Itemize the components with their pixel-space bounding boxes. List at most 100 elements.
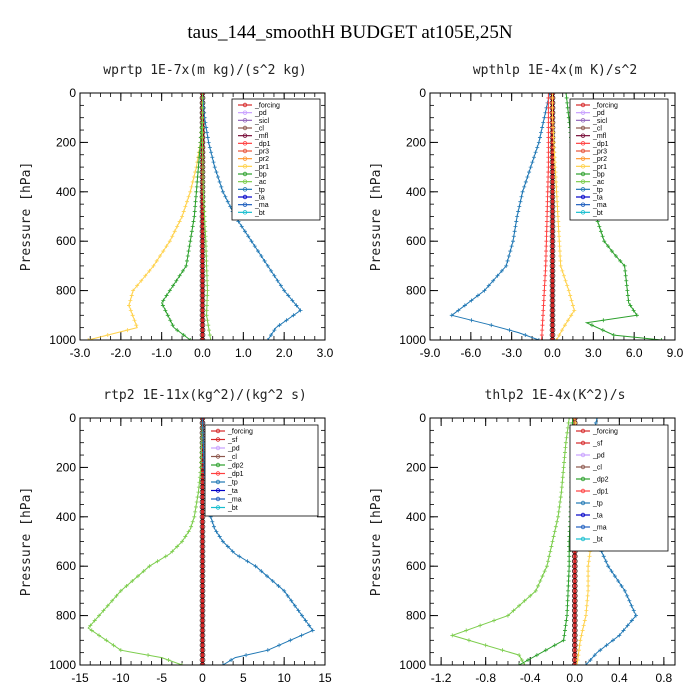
series-marker	[196, 160, 201, 165]
series-marker	[546, 155, 551, 160]
series-marker	[546, 559, 551, 564]
series-marker	[554, 189, 559, 194]
series-marker	[567, 418, 572, 420]
series-marker	[536, 338, 541, 340]
series-marker	[204, 249, 209, 254]
series-marker	[572, 418, 577, 420]
series-marker	[207, 333, 212, 338]
x-tick-label: 0.0	[194, 346, 211, 360]
series-marker	[216, 174, 221, 179]
series-marker	[606, 564, 611, 569]
series-marker	[201, 184, 206, 189]
series-marker	[259, 569, 264, 574]
x-tick-label: 0	[199, 671, 206, 685]
series-marker	[212, 165, 217, 170]
series-marker	[586, 569, 591, 574]
series-marker	[546, 93, 551, 95]
series-marker	[181, 333, 186, 338]
x-tick-label: -0.8	[475, 671, 496, 685]
series-marker	[201, 194, 206, 199]
series-marker	[558, 495, 563, 500]
series-marker	[205, 288, 210, 293]
legend-label: _sf	[227, 437, 237, 444]
x-tick-label: -2.0	[110, 346, 131, 360]
series-marker	[544, 249, 549, 254]
series-marker	[595, 418, 600, 420]
series-marker	[196, 170, 201, 175]
series-marker	[189, 184, 194, 189]
series-marker	[220, 189, 225, 194]
series-marker	[522, 598, 527, 603]
series-marker	[253, 564, 258, 569]
series-marker	[206, 140, 211, 145]
series-marker	[197, 155, 202, 160]
series-marker	[209, 150, 214, 155]
series-marker	[520, 189, 525, 194]
series-marker	[559, 485, 564, 490]
series-marker	[609, 569, 614, 574]
series-marker	[282, 588, 287, 593]
series-marker	[621, 628, 626, 633]
series-marker	[552, 145, 557, 150]
series-marker	[546, 170, 551, 175]
series-marker	[534, 653, 539, 658]
legend-marker	[242, 187, 248, 192]
series-marker	[242, 229, 247, 234]
series-marker	[525, 174, 530, 179]
series-marker	[560, 328, 565, 333]
legend-label: _sf	[592, 441, 602, 448]
legend-marker	[580, 464, 586, 470]
legend: _forcing_pd_sicl_cl_mfl_dp1_pr3_pr2_pr1_…	[569, 98, 669, 221]
series-marker	[616, 579, 621, 584]
series-marker	[466, 638, 471, 643]
series-marker	[194, 184, 199, 189]
legend-marker	[242, 110, 248, 115]
series-marker	[539, 333, 544, 338]
legend-label: _pd	[592, 453, 605, 460]
legend-label: _dp2	[227, 463, 244, 470]
series-marker	[544, 564, 549, 569]
series-marker	[200, 170, 205, 175]
legend-label: _tp	[227, 480, 238, 487]
series-marker	[202, 209, 207, 214]
series-marker	[188, 338, 193, 340]
series-marker	[549, 544, 554, 549]
series-marker	[531, 155, 536, 160]
legend-marker	[215, 428, 221, 434]
legend-label: _forcing	[254, 103, 280, 110]
series-marker	[204, 313, 209, 318]
series-marker	[188, 189, 193, 194]
series-marker	[561, 273, 566, 278]
series-marker	[542, 115, 547, 120]
x-tick-label: 0.8	[656, 671, 673, 685]
series-marker	[564, 618, 569, 623]
series-marker	[537, 135, 542, 140]
series-marker	[203, 244, 208, 249]
series-marker	[217, 534, 222, 539]
series-marker	[203, 229, 208, 234]
series-marker	[556, 229, 561, 234]
legend-marker	[580, 179, 586, 184]
series-marker	[580, 628, 585, 633]
series-marker	[519, 194, 524, 199]
series-marker	[598, 648, 603, 653]
series-marker	[200, 135, 205, 140]
series-marker	[604, 643, 609, 648]
series-marker	[597, 224, 602, 229]
series-marker	[202, 214, 207, 219]
legend-marker	[580, 440, 586, 446]
series-marker	[495, 273, 500, 278]
legend-marker	[242, 202, 248, 207]
series-marker	[180, 214, 185, 219]
series-marker	[256, 249, 261, 254]
legend-marker	[242, 102, 248, 108]
series-marker	[543, 263, 548, 268]
y-tick-label: 200	[406, 135, 426, 149]
series-marker	[631, 608, 636, 613]
series-marker	[601, 318, 606, 323]
series-marker	[535, 145, 540, 150]
series-marker	[200, 418, 205, 420]
series-marker	[186, 249, 191, 254]
legend-label: _ta	[592, 195, 603, 202]
series-marker	[569, 313, 574, 318]
